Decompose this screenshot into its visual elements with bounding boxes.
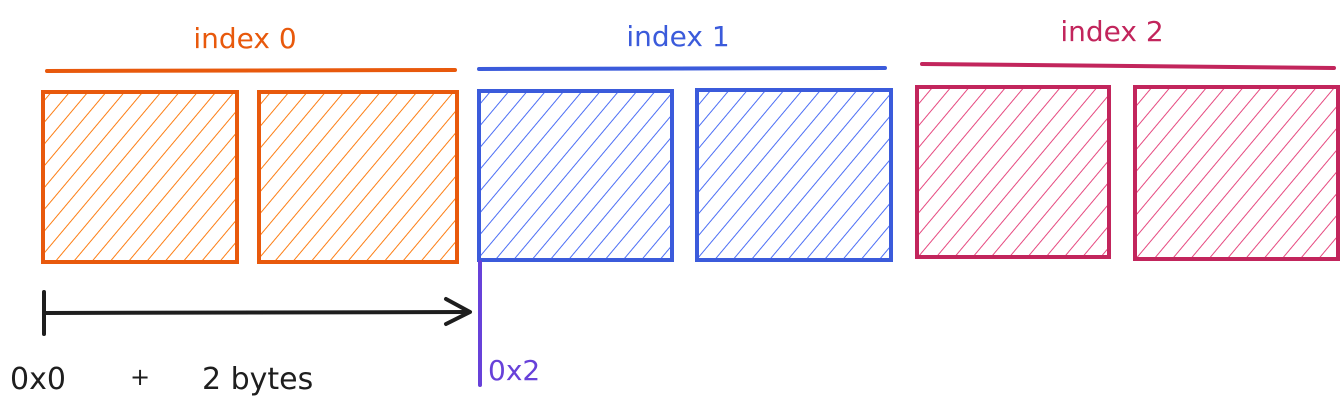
index-2-label: index 2 <box>1060 15 1163 48</box>
index-0-group: index 0 <box>41 22 459 264</box>
index-0-byte-1-box <box>257 90 459 264</box>
index-2-bracket-line <box>920 62 1336 70</box>
plus-sign: + <box>130 363 150 391</box>
arrow-head <box>444 297 472 326</box>
index-1-bracket-line <box>477 66 887 71</box>
offset-size-label: 2 bytes <box>202 362 313 397</box>
offset-arrow <box>42 290 472 336</box>
index-0-label: index 0 <box>193 22 296 55</box>
index-0-byte-0-box <box>41 90 239 264</box>
index-0-bracket-line <box>45 68 457 73</box>
index-1-group: index 1 <box>477 20 893 262</box>
index-2-byte-0-box <box>915 85 1111 259</box>
index-2-group: index 2 <box>915 15 1340 261</box>
end-address-label: 0x2 <box>488 354 540 387</box>
arrow-shaft <box>42 310 470 315</box>
index-2-byte-1-box <box>1133 85 1340 261</box>
index-1-label: index 1 <box>626 20 729 53</box>
index-1-byte-0-box <box>477 89 674 262</box>
start-address-label: 0x0 <box>10 362 66 397</box>
index-1-byte-1-box <box>695 88 893 262</box>
